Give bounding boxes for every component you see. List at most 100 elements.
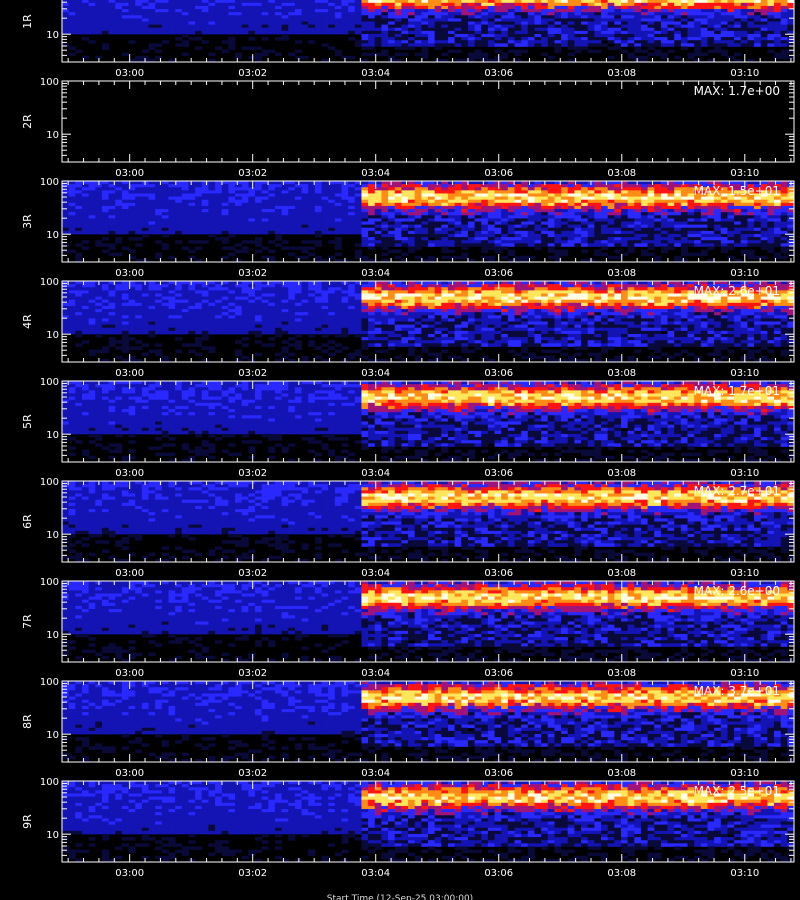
x-tick-label: 03:02 xyxy=(238,268,267,279)
y-tick-label: 10 xyxy=(46,630,59,641)
heatmap-cells xyxy=(62,481,795,563)
x-tick-label: 03:08 xyxy=(607,668,636,679)
x-tick-label: 03:08 xyxy=(607,868,636,879)
panel-3r: 100 10 03:00 03:02 03:04 03:06 03:08 03:10 3R MAX… xyxy=(21,177,795,279)
plot-frame xyxy=(61,780,795,863)
x-tick-label: 03:06 xyxy=(484,68,513,79)
heatmap-cells xyxy=(62,181,795,263)
panel-5r: 100 10 03:00 03:02 03:04 03:06 03:08 03:10 5R MAX… xyxy=(21,377,795,479)
panel-9r: 100 10 03:00 03:02 03:04 03:06 03:08 03:10 9R MAX… xyxy=(21,777,795,879)
panel-6r: 100 10 03:00 03:02 03:04 03:06 03:08 03:10 6R MAX… xyxy=(21,477,795,579)
x-tick-label: 03:06 xyxy=(484,368,513,379)
max-value-label: MAX: 1.7e+00 xyxy=(694,84,780,98)
heatmap-cells xyxy=(62,581,795,663)
max-value-label: MAX: 2.5e+01 xyxy=(694,784,780,798)
max-value-label: MAX: 2.6e+00 xyxy=(694,584,780,598)
y-tick-label: 100 xyxy=(40,277,59,288)
x-tick-label: 03:10 xyxy=(730,468,759,479)
heatmap-cells xyxy=(62,281,795,363)
y-tick-label: 10 xyxy=(46,830,59,841)
max-value-label: MAX: 1.7e+01 xyxy=(694,384,780,398)
plot-frame xyxy=(61,680,795,763)
panel-1r: 1001003:0003:0203:0403:0603:0803:101RMAX… xyxy=(21,0,795,79)
x-tick-label: 03:04 xyxy=(361,468,390,479)
x-tick-label: 03:00 xyxy=(115,568,144,579)
x-tick-label: 03:00 xyxy=(115,768,144,779)
x-tick-label: 03:08 xyxy=(607,68,636,79)
x-tick-label: 03:00 xyxy=(115,468,144,479)
x-tick-label: 03:08 xyxy=(607,168,636,179)
x-tick-label: 03:04 xyxy=(361,268,390,279)
x-tick-label: 03:10 xyxy=(730,868,759,879)
x-tick-label: 03:08 xyxy=(607,768,636,779)
x-tick-label: 03:10 xyxy=(730,168,759,179)
x-tick-label: 03:00 xyxy=(115,268,144,279)
y-tick-label: 10 xyxy=(46,530,59,541)
start-time-label: Start Time (12-Sep-25 03:00:00) xyxy=(0,894,800,900)
x-tick-label: 03:02 xyxy=(238,168,267,179)
x-tick-label: 03:10 xyxy=(730,268,759,279)
x-tick-label: 03:02 xyxy=(238,868,267,879)
x-tick-label: 03:02 xyxy=(238,768,267,779)
panel-2r: 100 10 03:00 03:02 03:04 03:06 03:08 03:10 2R MAX… xyxy=(21,77,795,179)
x-tick-label: 03:08 xyxy=(607,468,636,479)
x-tick-label: 03:06 xyxy=(484,468,513,479)
x-tick-label: 03:00 xyxy=(115,868,144,879)
y-tick-label: 10 xyxy=(46,30,59,41)
y-tick-label: 100 xyxy=(40,777,59,788)
plot-frame xyxy=(61,280,795,363)
x-tick-label: 03:10 xyxy=(730,668,759,679)
heatmap-cells xyxy=(62,381,795,463)
y-tick-label: 10 xyxy=(46,730,59,741)
plot-frame xyxy=(61,0,795,63)
panel-label: 7R xyxy=(21,614,34,629)
x-tick-label: 03:00 xyxy=(115,168,144,179)
plot-frame xyxy=(61,80,795,163)
plot-frame xyxy=(61,180,795,263)
x-tick-label: 03:04 xyxy=(361,768,390,779)
panel-label: 4R xyxy=(21,314,34,329)
max-value-label: MAX: 2.7e+01 xyxy=(694,484,780,498)
y-tick-label: 100 xyxy=(40,677,59,688)
y-tick-label: 100 xyxy=(40,377,59,388)
plot-frame xyxy=(61,480,795,563)
y-tick-label: 100 xyxy=(40,77,59,88)
x-tick-label: 03:10 xyxy=(730,768,759,779)
x-tick-label: 03:10 xyxy=(730,68,759,79)
x-tick-label: 03:00 xyxy=(115,68,144,79)
panel-8r: 100 10 03:00 03:02 03:04 03:06 03:08 03:10 8R MAX… xyxy=(21,677,795,779)
y-tick-label: 10 xyxy=(46,230,59,241)
x-tick-label: 03:02 xyxy=(238,568,267,579)
x-tick-label: 03:04 xyxy=(361,668,390,679)
x-tick-label: 03:06 xyxy=(484,868,513,879)
x-tick-label: 03:04 xyxy=(361,68,390,79)
x-tick-label: 03:06 xyxy=(484,268,513,279)
x-tick-label: 03:06 xyxy=(484,768,513,779)
x-tick-label: 03:04 xyxy=(361,368,390,379)
y-tick-label: 10 xyxy=(46,330,59,341)
y-tick-label: 100 xyxy=(40,577,59,588)
x-tick-label: 03:04 xyxy=(361,568,390,579)
plot-frame xyxy=(61,580,795,663)
y-tick-label: 10 xyxy=(46,430,59,441)
max-value-label: MAX: 3.7e+01 xyxy=(694,684,780,698)
x-tick-label: 03:00 xyxy=(115,668,144,679)
plot-frame xyxy=(61,380,795,463)
x-tick-label: 03:02 xyxy=(238,668,267,679)
max-value-label: MAX: 1.5e+01 xyxy=(694,184,780,198)
x-tick-label: 03:04 xyxy=(361,868,390,879)
panel-label: 8R xyxy=(21,714,34,729)
x-tick-label: 03:08 xyxy=(607,268,636,279)
max-value-label: MAX: 2.6e+01 xyxy=(694,284,780,298)
heatmap-cells xyxy=(62,681,795,763)
panel-label: 3R xyxy=(21,214,34,229)
y-tick-label: 100 xyxy=(40,177,59,188)
panel-label: 5R xyxy=(21,414,34,429)
heatmap-cells xyxy=(62,781,795,863)
heatmap-cells xyxy=(62,0,795,63)
x-tick-label: 03:06 xyxy=(484,568,513,579)
panel-label: 6R xyxy=(21,514,34,529)
x-tick-label: 03:02 xyxy=(238,368,267,379)
x-tick-label: 03:08 xyxy=(607,368,636,379)
